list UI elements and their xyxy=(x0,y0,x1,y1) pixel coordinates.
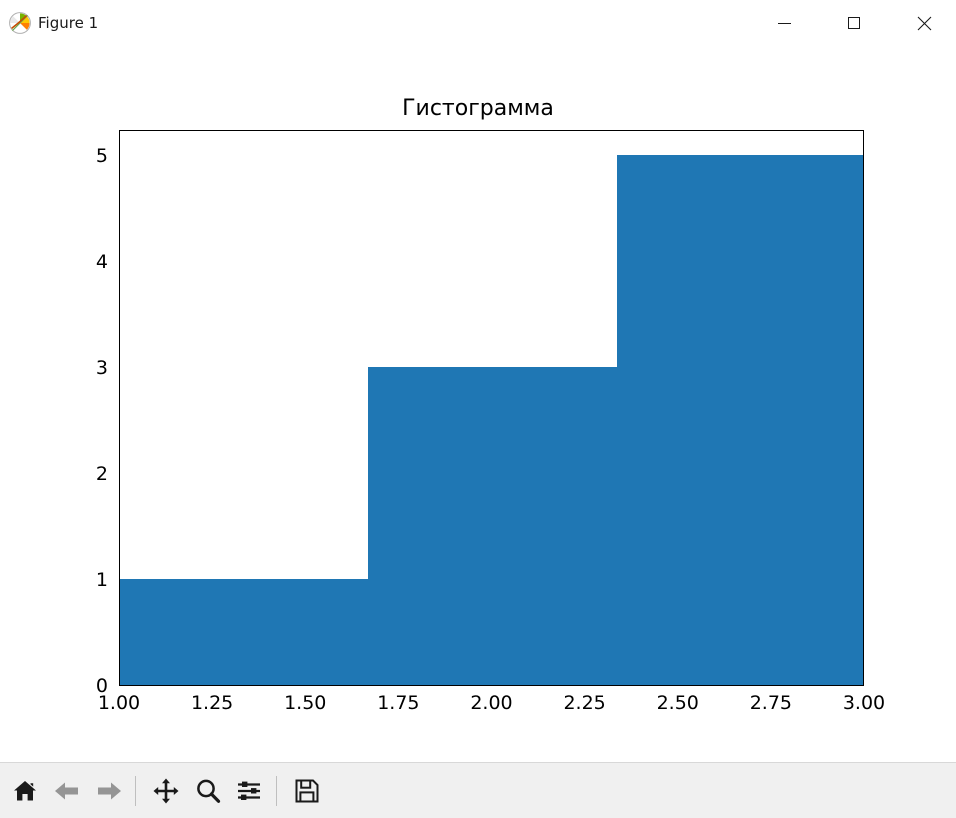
histogram-bar xyxy=(616,155,863,685)
x-tick-label: 1.75 xyxy=(377,692,420,714)
toolbar-separator-2 xyxy=(276,775,277,806)
x-tick-label: 2.50 xyxy=(656,692,699,714)
x-tick-mark xyxy=(772,685,773,686)
x-tick-label: 2.75 xyxy=(749,692,793,714)
pan-icon xyxy=(153,778,179,803)
x-tick-mark xyxy=(493,685,494,686)
chart-title: Гистограмма xyxy=(402,96,554,121)
maximize-button[interactable] xyxy=(831,0,877,46)
save-button[interactable] xyxy=(288,772,326,810)
y-tick-label: 0 xyxy=(95,675,108,697)
y-tick-label: 3 xyxy=(95,357,108,380)
x-tick-label: 1.25 xyxy=(190,692,234,714)
x-tick-label: 1.00 xyxy=(97,692,141,714)
x-tick-mark xyxy=(679,685,680,686)
x-tick-mark xyxy=(586,685,587,686)
home-button[interactable] xyxy=(6,772,44,810)
home-icon xyxy=(14,780,36,800)
window-title: Figure 1 xyxy=(38,14,99,32)
close-icon xyxy=(917,16,931,30)
histogram-bar xyxy=(368,367,617,685)
x-tick-mark xyxy=(120,685,121,686)
y-tick-label: 2 xyxy=(95,463,108,486)
configure-subplots-icon xyxy=(238,781,260,800)
zoom-button[interactable] xyxy=(189,772,227,810)
x-tick-label: 2.00 xyxy=(470,692,513,714)
y-tick-mark xyxy=(119,263,120,264)
maximize-icon xyxy=(848,17,860,29)
close-button[interactable] xyxy=(901,0,947,46)
x-tick-mark xyxy=(213,685,214,686)
save-icon xyxy=(295,779,319,802)
y-tick-label: 5 xyxy=(95,145,108,168)
matplotlib-logo-icon xyxy=(8,11,32,35)
back-arrow-icon xyxy=(55,782,78,799)
x-tick-label: 1.50 xyxy=(284,692,327,714)
pan-button[interactable] xyxy=(147,772,185,810)
title-bar: Figure 1 xyxy=(0,0,956,46)
zoom-icon xyxy=(197,779,221,803)
y-tick-mark xyxy=(119,475,120,476)
forward-button[interactable] xyxy=(90,772,128,810)
y-tick-label: 4 xyxy=(95,251,108,274)
toolbar-separator-1 xyxy=(135,775,136,806)
y-tick-mark xyxy=(119,581,120,582)
histogram-bar xyxy=(120,579,369,685)
figure-canvas[interactable]: Гистограмма 1.00 1.25 1.50 1.75 2.00 2.25 2.50… xyxy=(0,46,956,762)
minimize-button[interactable] xyxy=(761,0,807,46)
x-tick-mark xyxy=(399,685,400,686)
forward-arrow-icon xyxy=(98,782,121,799)
back-button[interactable] xyxy=(48,772,86,810)
navigation-toolbar xyxy=(0,762,956,818)
x-tick-mark xyxy=(306,685,307,686)
configure-subplots-button[interactable] xyxy=(231,772,269,810)
minimize-icon xyxy=(777,22,791,24)
x-tick-label: 3.00 xyxy=(842,692,886,714)
y-tick-mark xyxy=(119,157,120,158)
y-tick-label: 1 xyxy=(95,569,108,592)
x-tick-label: 2.25 xyxy=(563,692,606,714)
plot-axes[interactable] xyxy=(119,130,864,686)
y-tick-mark xyxy=(119,369,120,370)
